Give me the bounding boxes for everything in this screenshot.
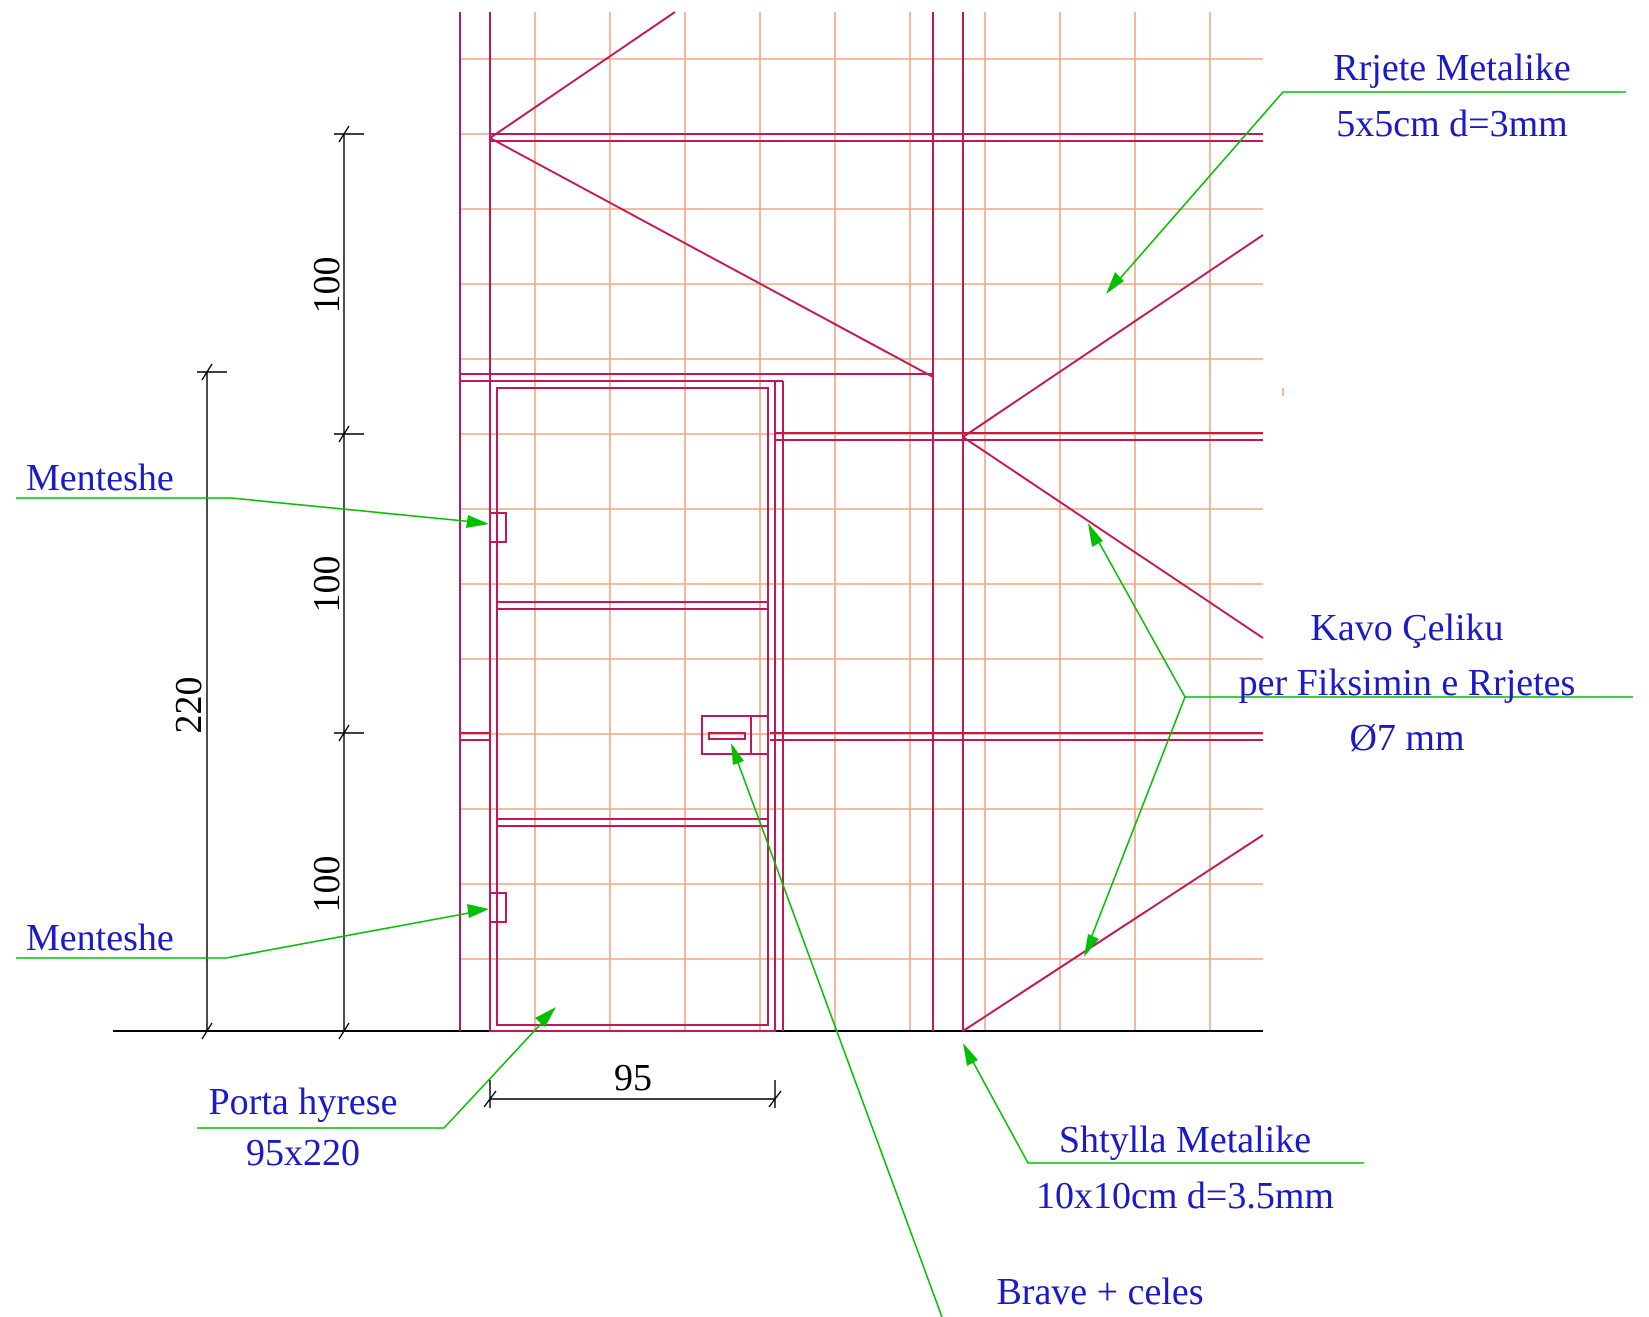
label-hinge-lower: Menteshe [26, 917, 174, 959]
label-hinge-upper: Menteshe [26, 457, 174, 499]
cable-2 [489, 137, 934, 378]
tick-100d-slash [338, 1022, 350, 1040]
hinge-lower [489, 892, 507, 923]
door-frame-inner [496, 387, 769, 1026]
leader-lines [16, 91, 1633, 1317]
steel-frame [459, 11, 1264, 1032]
cable-1 [489, 11, 676, 139]
label-post-spec: 10x10cm d=3.5mm [1036, 1175, 1334, 1217]
label-door-size: 95x220 [246, 1132, 360, 1174]
cable-3 [962, 234, 1264, 438]
cable-5 [962, 834, 1264, 1032]
arrow-hinge-upper [466, 515, 489, 528]
lock-keyhole [708, 732, 746, 740]
cable-4 [962, 436, 1264, 639]
label-lock: Brave + celes [996, 1271, 1203, 1313]
tick-220-top-slash [201, 363, 213, 381]
leader-hinge-upper [16, 497, 486, 524]
dimension-lines [197, 125, 782, 1108]
arrow-door [535, 1007, 556, 1027]
arrow-cable-upper [1088, 523, 1103, 547]
tick-100c-slash [338, 724, 350, 742]
arrow-post [963, 1043, 978, 1066]
door-frame-outer [489, 380, 776, 1032]
leader-cable-lower [1085, 696, 1186, 952]
leader-lock [732, 748, 943, 1317]
leader-door [197, 1012, 552, 1129]
label-mesh-spec: 5x5cm d=3mm [1336, 103, 1567, 145]
tick-100a-slash [338, 125, 350, 143]
hinge-upper [489, 512, 507, 543]
label-post-title: Shtylla Metalike [1059, 1119, 1311, 1161]
label-cable-purpose: per Fiksimin e Rrjetes [1239, 662, 1576, 704]
label-cable-diameter: Ø7 mm [1349, 717, 1464, 759]
arrow-lock [731, 743, 744, 765]
dim-text-upper: 100 [306, 257, 348, 314]
lock-box [701, 715, 769, 755]
label-cable-title: Kavo Çeliku [1310, 607, 1503, 649]
leader-mesh [1109, 91, 1626, 291]
dim-text-middle: 100 [306, 556, 348, 613]
wire-mesh-grid [459, 12, 1263, 1031]
arrow-hinge-lower [467, 904, 489, 918]
dim-text-door-height: 220 [168, 677, 210, 734]
leader-post [965, 1048, 1364, 1164]
tick-95-right-slash [768, 1090, 782, 1108]
label-mesh-title: Rrjete Metalike [1333, 47, 1570, 89]
arrow-cable-lower [1084, 934, 1099, 957]
tick-220-bot-slash [201, 1022, 213, 1040]
arrow-mesh [1106, 272, 1124, 294]
dim-text-door-width: 95 [614, 1057, 652, 1099]
tick-100b-slash [338, 425, 350, 443]
tick-95-left-slash [483, 1090, 497, 1108]
dim-text-lower: 100 [306, 856, 348, 913]
label-door-title: Porta hyrese [209, 1081, 398, 1123]
leader-hinge-lower [16, 909, 486, 959]
